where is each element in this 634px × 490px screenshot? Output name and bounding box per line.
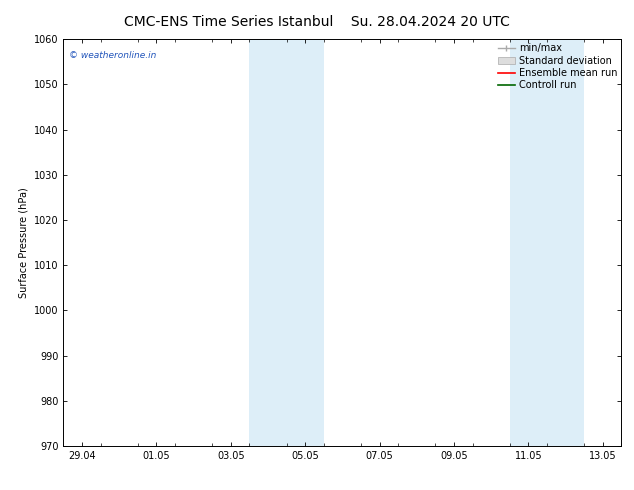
Bar	[510, 39, 584, 446]
Text: © weatheronline.in: © weatheronline.in	[69, 51, 157, 60]
Bar	[249, 39, 324, 446]
Text: CMC-ENS Time Series Istanbul    Su. 28.04.2024 20 UTC: CMC-ENS Time Series Istanbul Su. 28.04.2…	[124, 15, 510, 29]
Legend: min/max, Standard deviation, Ensemble mean run, Controll run: min/max, Standard deviation, Ensemble me…	[496, 41, 619, 92]
Y-axis label: Surface Pressure (hPa): Surface Pressure (hPa)	[18, 187, 29, 298]
